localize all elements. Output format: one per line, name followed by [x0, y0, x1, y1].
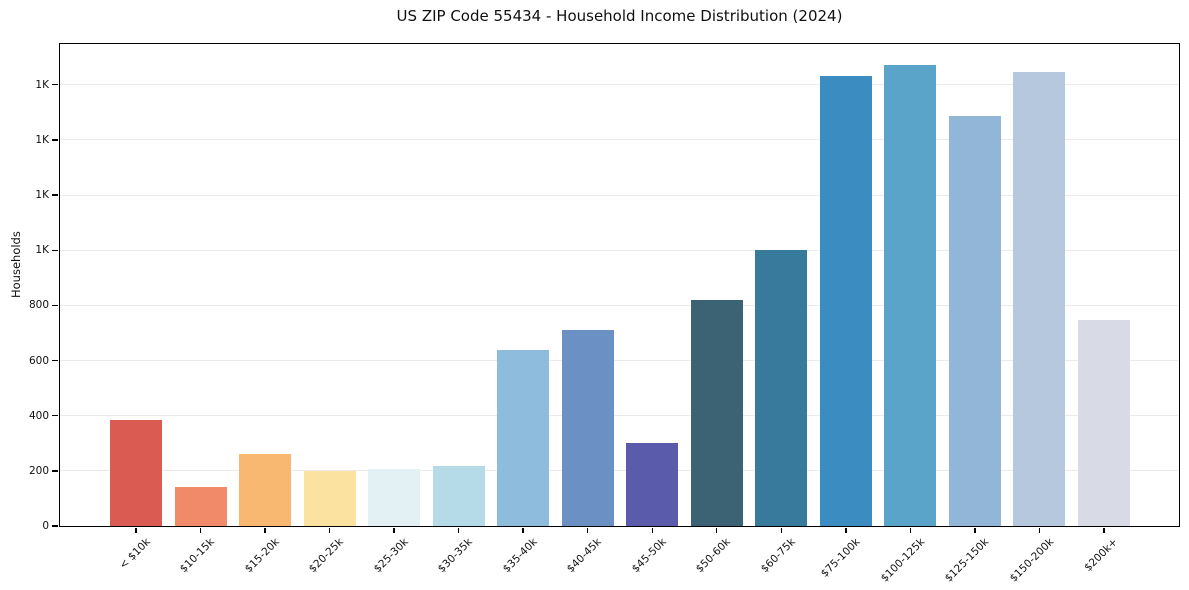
- y-tick-label: 1K: [35, 189, 49, 202]
- x-tick-mark: [328, 528, 331, 533]
- y-tick-label: 600: [28, 354, 49, 367]
- x-tick-mark: [1103, 528, 1105, 533]
- x-tick-mark: [522, 528, 524, 533]
- y-tick-mark: [52, 304, 58, 307]
- x-tick-mark: [393, 528, 395, 533]
- x-tick-label-text: $10-15k: [177, 536, 218, 576]
- x-tick-label-text: $200k+: [1082, 536, 1121, 574]
- x-tick-mark: [651, 528, 653, 533]
- x-tick-mark: [845, 528, 847, 533]
- gridline: [60, 304, 1179, 306]
- bar-$25-30k: [368, 469, 421, 526]
- bar-$20-25k: [303, 470, 356, 526]
- x-tick-label-text: $20-25k: [306, 536, 347, 576]
- bar-$125-150k: [948, 115, 1001, 526]
- x-tick-mark: [264, 528, 266, 533]
- gridline: [60, 194, 1179, 196]
- bar-$60-75k: [755, 249, 808, 526]
- x-tick-label-text: $75-100k: [818, 536, 863, 580]
- x-tick-mark: [135, 528, 137, 533]
- bar-$40-45k: [561, 330, 614, 526]
- y-tick-label: 200: [28, 464, 49, 477]
- y-tick-mark: [52, 139, 58, 141]
- x-tick-label-text: $100-125k: [878, 536, 927, 585]
- bar-$200k+: [1077, 319, 1130, 526]
- x-tick-label-text: $25-30k: [371, 536, 411, 576]
- x-tick-label-text: < $10k: [116, 536, 153, 572]
- bar-$75-100k: [819, 76, 872, 526]
- bar-$100-125k: [884, 65, 937, 526]
- y-tick-mark: [52, 415, 58, 417]
- y-tick-mark: [52, 470, 58, 472]
- y-tick-mark: [52, 359, 58, 362]
- x-tick-mark: [457, 528, 460, 533]
- y-tick-mark: [52, 525, 58, 527]
- x-tick-mark: [974, 528, 976, 533]
- x-tick-label-text: $30-35k: [436, 536, 476, 576]
- x-tick-label-text: $125-150k: [942, 536, 992, 585]
- y-tick-mark: [52, 84, 58, 86]
- bar-$150-200k: [1013, 71, 1066, 526]
- x-tick-label-text: $150-200k: [1007, 536, 1056, 585]
- x-tick-label-text: $15-20k: [242, 536, 282, 576]
- plot-area: 0 200 400 600 800 1K 1K 1K 1K < $10k $10-15k $15-20…: [29, 43, 1180, 585]
- y-tick-label: 1K: [35, 78, 49, 91]
- y-tick-label: 0: [42, 520, 49, 532]
- gridline: [60, 360, 1179, 362]
- x-tick-mark: [716, 528, 718, 533]
- bar-$10-15k: [174, 487, 227, 526]
- y-tick-label: 1K: [35, 244, 49, 257]
- y-tick-label: 400: [28, 409, 49, 422]
- bar-< $10k: [110, 419, 162, 526]
- x-tick-label-text: $60-75k: [758, 536, 798, 576]
- x-tick-label-text: $45-50k: [629, 536, 669, 576]
- gridline: [60, 84, 1179, 86]
- y-tick-mark: [52, 249, 58, 251]
- x-tick-mark: [780, 528, 782, 533]
- y-tick-label: 800: [28, 299, 49, 312]
- gridline: [60, 249, 1179, 251]
- x-tick-mark: [1038, 528, 1041, 533]
- gridline: [60, 139, 1179, 141]
- y-tick-mark: [52, 194, 58, 196]
- gridline: [60, 470, 1179, 472]
- x-tick-label-text: $40-45k: [565, 536, 605, 576]
- x-tick-mark: [199, 528, 202, 533]
- bar-$35-40k: [497, 349, 550, 526]
- bar-$30-35k: [432, 466, 485, 526]
- y-axis-label: Households: [9, 231, 23, 298]
- x-tick-mark: [909, 528, 912, 533]
- x-tick-mark: [587, 528, 589, 533]
- chart-title: US ZIP Code 55434 - Household Income Dis…: [396, 7, 843, 25]
- y-tick-label: 1K: [35, 133, 49, 146]
- gridline: [60, 415, 1179, 417]
- x-tick-label-text: $35-40k: [500, 536, 540, 576]
- bar-$50-60k: [690, 299, 743, 526]
- x-tick-label-text: $50-60k: [694, 536, 734, 576]
- bar-$45-50k: [626, 443, 679, 526]
- bar-$15-20k: [239, 453, 292, 526]
